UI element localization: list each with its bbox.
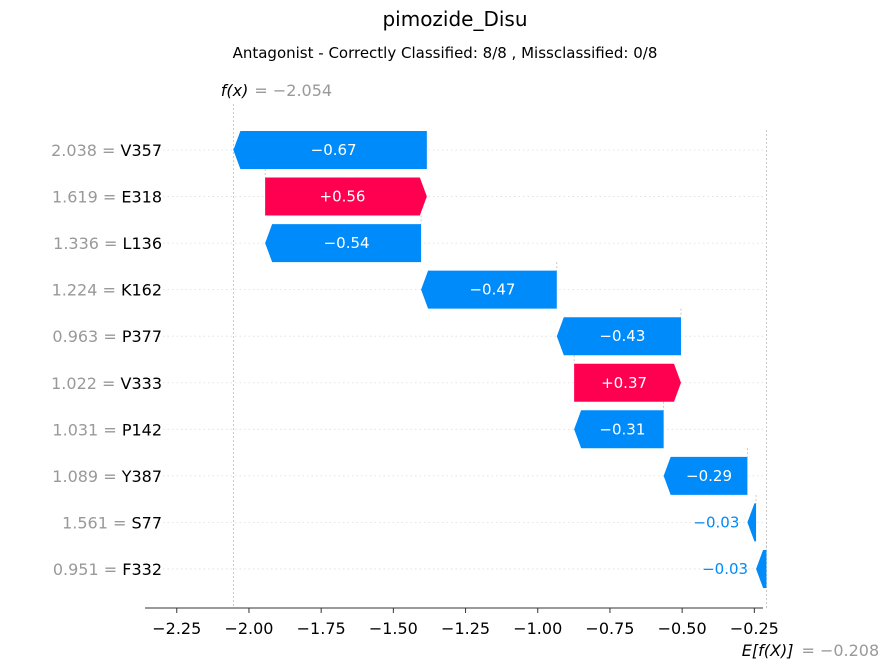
feature-label-V333: 1.022 = V333 [51, 374, 162, 393]
bar-P377 [556, 317, 681, 356]
bar-E318 [265, 177, 427, 216]
x-tick-label: −1.25 [441, 619, 490, 638]
bar-label-V333: +0.37 [601, 374, 647, 392]
feature-label-P142: 1.031 = P142 [52, 420, 162, 439]
bar-Y387 [663, 456, 748, 495]
bar-S77 [747, 503, 757, 542]
x-axis: −2.25 −2.00 −1.75 −1.50 −1.25 −1.00 −0.75 −0.50… [145, 607, 779, 638]
chart-subtitle: Antagonist - Correctly Classified: 8/8 ,… [233, 44, 658, 62]
bar-label-P142: −0.31 [599, 420, 645, 438]
bar-F332 [756, 549, 767, 588]
feature-label-S77: 1.561 = S77 [62, 513, 162, 532]
bar-label-L136: −0.54 [324, 234, 370, 252]
x-tick-label: −1.00 [513, 619, 562, 638]
x-tick-label: −1.75 [297, 619, 346, 638]
x-tick-label: −0.25 [730, 619, 779, 638]
x-tick-label: −2.25 [152, 619, 201, 638]
feature-label-E318: 1.619 = E318 [52, 188, 162, 207]
feature-label-K162: 1.224 = K162 [52, 281, 162, 300]
x-tick-label: −0.50 [658, 619, 707, 638]
feature-label-Y387: 1.089 = Y387 [52, 467, 162, 486]
feature-labels: 2.038 = V357 1.619 = E318 1.336 = L136 1.22… [51, 141, 162, 579]
bar-label-V357: −0.67 [311, 141, 357, 159]
reference-lines [232, 104, 767, 608]
bars: −0.67 +0.56 −0.54 −0.47 −0.43 +0.37 −0.31 −0.29… [233, 131, 767, 588]
bar-K162 [421, 270, 557, 309]
feature-label-L136: 1.336 = L136 [53, 234, 162, 253]
bar-label-S77: −0.03 [693, 513, 739, 531]
efx-label: E[f(X)] [742, 641, 794, 660]
bar-label-Y387: −0.29 [686, 467, 732, 485]
fx-value: = −2.054 [254, 81, 332, 100]
row-gridlines [145, 149, 763, 570]
chart-title: pimozide_Disu [382, 7, 527, 31]
feature-label-P377: 0.963 = P377 [52, 327, 162, 346]
bar-label-P377: −0.43 [599, 327, 645, 345]
x-tick-label: −1.50 [369, 619, 418, 638]
bar-V357 [233, 131, 427, 169]
x-tick-label: −2.00 [224, 619, 273, 638]
bar-label-K162: −0.47 [469, 281, 515, 299]
bar-L136 [265, 224, 422, 263]
fx-annotation: f(x) = −2.054 [221, 81, 332, 100]
bar-label-F332: −0.03 [702, 560, 748, 578]
feature-label-V357: 2.038 = V357 [51, 141, 162, 160]
bar-V333 [574, 363, 681, 402]
fx-label: f(x) [221, 81, 249, 100]
feature-label-F332: 0.951 = F332 [53, 560, 162, 579]
efx-annotation: E[f(X)] = −0.208 [742, 641, 879, 660]
x-tick-label: −0.75 [585, 619, 634, 638]
efx-value: = −0.208 [801, 641, 879, 660]
bar-label-E318: +0.56 [320, 188, 366, 206]
bar-P142 [574, 410, 664, 449]
